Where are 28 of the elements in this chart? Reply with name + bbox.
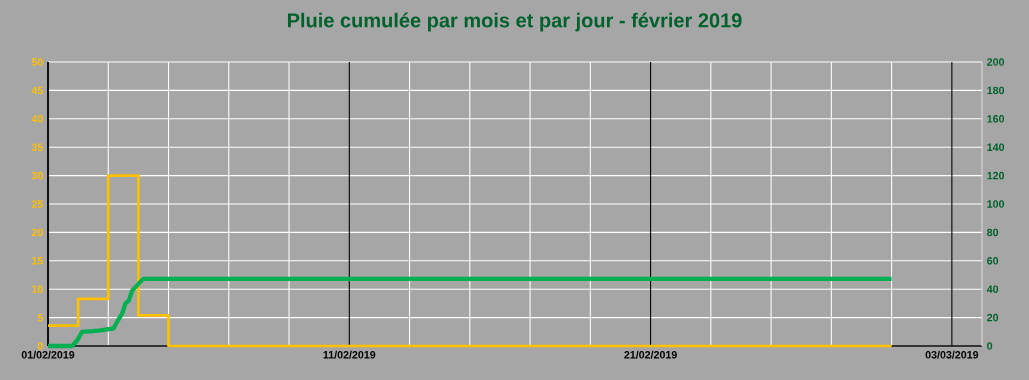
y-tick-label: 30 — [31, 171, 43, 180]
line-series — [45, 276, 894, 349]
y2-tick-label: 40 — [986, 285, 999, 293]
y2-tick-label: 60 — [987, 257, 999, 265]
y2-tick-label: 80 — [987, 228, 999, 237]
y-tick-label: 35 — [31, 143, 43, 151]
y-tick-label: 5 — [37, 313, 43, 322]
y2-tick-label: 20 — [987, 313, 999, 322]
y2-tick-label: 180 — [987, 86, 1005, 95]
y-tick-label: 40 — [31, 115, 43, 123]
x-tick-label: 01/02/2019 — [21, 350, 75, 359]
y-tick-label: 15 — [32, 257, 43, 265]
y-tick-label: 50 — [31, 58, 43, 66]
x-tick-label: 03/03/2019 — [925, 350, 979, 359]
chart-title: Pluie cumulée par mois et par jour - février 2019 — [287, 12, 742, 32]
y-tick-label: 10 — [32, 285, 43, 293]
y-tick-label: 20 — [31, 228, 43, 237]
y-tick-label: 0 — [37, 342, 43, 350]
y-tick-label: 25 — [31, 200, 43, 208]
y-tick-label: 45 — [31, 86, 43, 95]
y2-tick-label: 120 — [987, 171, 1005, 180]
y2-tick-label: 0 — [987, 342, 993, 350]
y2-tick-label: 200 — [987, 58, 1005, 66]
y2-tick-label: 160 — [987, 115, 1005, 123]
y2-tick-label: 100 — [987, 200, 1005, 208]
y2-tick-label: 140 — [987, 143, 1005, 151]
x-tick-label: 21/02/2019 — [624, 350, 677, 359]
x-tick-label: 11/02/2019 — [323, 350, 376, 359]
